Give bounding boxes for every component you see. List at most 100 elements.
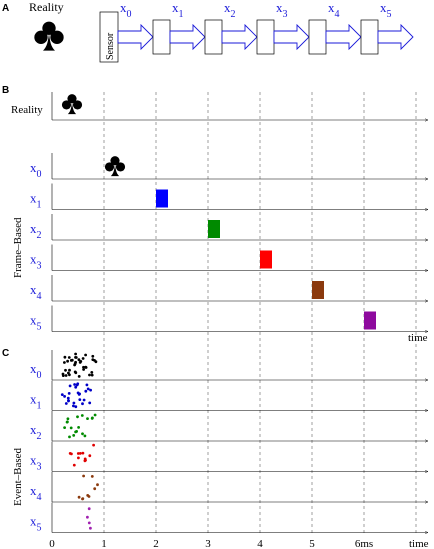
event-dot <box>77 495 81 499</box>
frame-row-label-5-subscript: 5 <box>37 322 42 333</box>
event-dot <box>77 375 81 378</box>
event-dot <box>66 420 69 424</box>
frame-row-label-0-subscript: 0 <box>37 169 42 180</box>
event-dot <box>86 387 90 391</box>
panel-c-time-label: time <box>409 538 429 549</box>
frame-row-label-3-symbol: x <box>30 252 37 267</box>
event-dot <box>90 371 94 374</box>
frame-block-5 <box>364 311 376 330</box>
frame-row-label-1: x1 <box>30 191 42 211</box>
event-row-label-1: x1 <box>30 392 42 412</box>
event-cluster-1 <box>60 382 92 409</box>
panel-b-reality-label: Reality <box>11 104 43 116</box>
event-dot <box>77 358 81 362</box>
frame-row-label-3-subscript: 3 <box>37 261 42 272</box>
frame-row-label-5: x5 <box>30 313 42 333</box>
event-row-label-3: x3 <box>30 453 42 473</box>
pipeline-box-0 <box>152 19 171 55</box>
event-dot <box>84 389 88 393</box>
event-based-label: Event–Based <box>12 447 24 506</box>
pipeline-arrow-5 <box>377 23 414 51</box>
frame-block-2 <box>208 220 220 238</box>
pipeline-box-1 <box>204 19 223 55</box>
event-row-label-5-subscript: 5 <box>37 523 42 534</box>
output-label-5: x5 <box>380 0 392 20</box>
event-dot <box>66 396 70 400</box>
panel-a: A Reality Sensor x0 x1 x2 x3 x4 x5 <box>2 0 414 63</box>
pipeline-arrow-2 <box>221 23 258 51</box>
event-dot <box>72 463 76 467</box>
tick-label-2: 2 <box>153 538 159 549</box>
event-dot <box>72 404 75 408</box>
panel-b-time-label: time <box>408 332 428 344</box>
frame-row-label-1-subscript: 1 <box>37 200 42 211</box>
panel-a-letter: A <box>2 3 9 14</box>
event-dot <box>63 355 67 359</box>
event-dot <box>68 368 71 372</box>
tick-label-0: 0 <box>49 538 55 549</box>
pipeline-arrow-1 <box>169 23 206 51</box>
event-dot <box>83 434 87 438</box>
event-dot <box>81 357 85 360</box>
event-dot <box>88 454 92 458</box>
output-label-2-subscript: 2 <box>231 9 236 20</box>
event-dot <box>87 495 91 498</box>
event-dot <box>66 417 70 421</box>
output-label-4: x4 <box>328 0 340 20</box>
event-dot <box>89 388 92 392</box>
frame-block-4 <box>312 281 324 299</box>
output-label-3: x3 <box>276 0 288 20</box>
pipeline-box-3 <box>308 19 327 55</box>
event-dot <box>78 398 82 401</box>
event-dot <box>64 368 67 372</box>
event-dot <box>66 359 69 363</box>
event-dot <box>73 383 76 386</box>
event-dot <box>77 426 80 429</box>
event-dot <box>82 368 85 371</box>
time-tick-labels: 0 1 2 3 4 5 6ms <box>49 538 373 549</box>
frame-based-label: Frame–Based <box>12 217 24 278</box>
event-dot <box>89 526 92 530</box>
event-cluster-0 <box>61 352 98 378</box>
event-dot <box>86 417 89 420</box>
frame-row-label-0-symbol: x <box>30 160 37 175</box>
event-dot <box>74 360 77 364</box>
event-dot <box>74 385 78 389</box>
event-row-label-1-subscript: 1 <box>37 401 42 412</box>
pipeline-arrow-3 <box>273 23 310 51</box>
event-dot <box>74 405 78 409</box>
frame-row-label-2: x2 <box>30 221 42 241</box>
event-dot <box>68 452 72 455</box>
event-row-label-0-symbol: x <box>30 361 37 376</box>
event-dot <box>93 487 97 491</box>
event-dot <box>69 359 73 362</box>
event-row-label-3-symbol: x <box>30 453 37 468</box>
event-dot <box>68 384 72 388</box>
output-label-3-symbol: x <box>276 0 283 15</box>
frame-row-label-0: x0 <box>30 160 42 180</box>
event-row-label-4-subscript: 4 <box>37 492 42 503</box>
frame-row-label-5-symbol: x <box>30 313 37 328</box>
event-dot <box>72 401 76 405</box>
event-dot <box>76 452 80 455</box>
event-dot <box>81 432 84 436</box>
frame-row-label-4-subscript: 4 <box>37 291 42 302</box>
output-label-2-symbol: x <box>224 0 231 15</box>
tick-label-3: 3 <box>205 538 211 549</box>
event-row-label-4-symbol: x <box>30 483 37 498</box>
event-dot <box>82 365 85 369</box>
output-label-5-subscript: 5 <box>387 9 392 20</box>
output-label-2: x2 <box>224 0 236 20</box>
time-gridlines <box>103 92 417 535</box>
event-dot <box>76 415 79 419</box>
frame-block-1 <box>156 189 168 208</box>
output-label-5-symbol: x <box>380 0 387 15</box>
event-row-label-2-symbol: x <box>30 422 37 437</box>
reality-club-icon <box>61 94 83 115</box>
pipeline-box-2 <box>256 19 275 55</box>
event-dot <box>63 395 66 398</box>
event-dot <box>92 443 95 447</box>
